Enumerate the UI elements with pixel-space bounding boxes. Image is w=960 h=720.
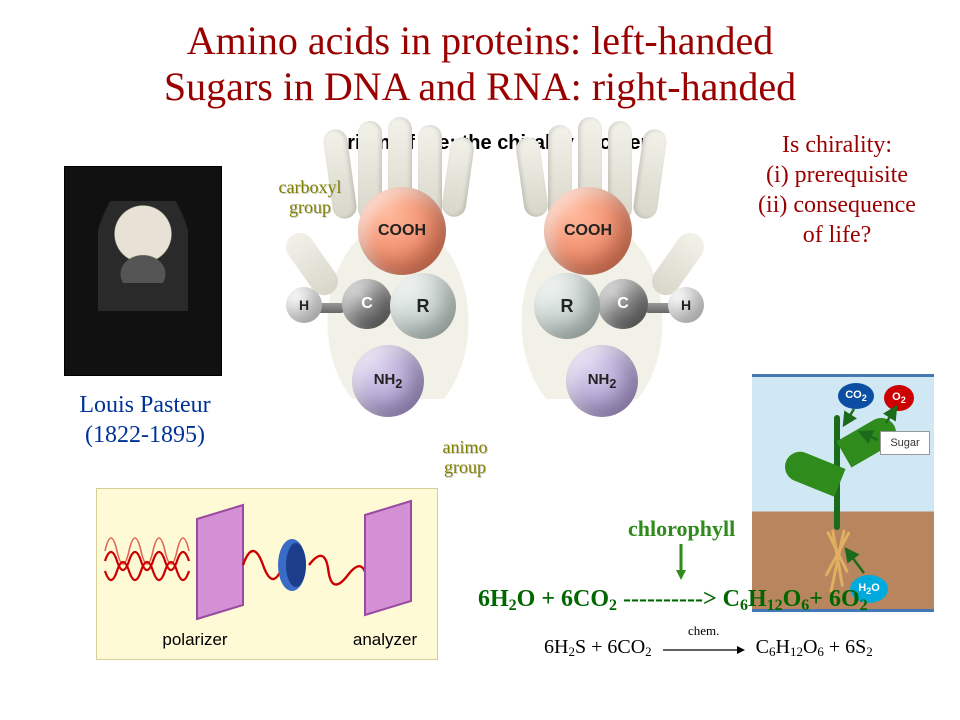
o2-pill: O2 [884, 385, 914, 411]
pasteur-caption: Louis Pasteur (1822-1895) [40, 390, 250, 450]
h-atom: H [286, 287, 322, 323]
pasteur-years: (1822-1895) [85, 422, 205, 448]
chlorophyll-arrow-icon [674, 542, 688, 582]
amino-label: animogroup [430, 438, 500, 478]
cooh-atom: COOH [358, 187, 446, 275]
q-l1: Is chirality: [782, 132, 892, 158]
q-l2: (i) prerequisite [766, 162, 908, 188]
chirality-hands-figure: Origin of life: the chirality problem CO… [280, 132, 710, 399]
chlorophyll-label: chlorophyll [628, 516, 735, 542]
sugar-box: Sugar [880, 431, 930, 455]
chirality-question: Is chirality: (i) prerequisite (ii) cons… [732, 130, 942, 250]
equation-chemosynthesis: 6H2S + 6CO2 chem. C6H12O6 + 6S2 [544, 636, 944, 660]
co2-pill: CO2 [838, 383, 874, 409]
title-line2: Sugars in DNA and RNA: right-handed [164, 64, 796, 109]
r-atom: R [390, 273, 456, 339]
equation-photosynthesis: 6H2O + 6CO2 ----------> C6H12O6+ 6O2 [478, 586, 948, 615]
right-hand: COOH H C R NH2 [502, 159, 682, 399]
q-l4: of life? [803, 222, 872, 248]
pasteur-portrait [64, 166, 222, 376]
analyzer-label: analyzer [353, 630, 418, 649]
photosynthesis-figure: CO2 O2 Sugar H2O [752, 374, 934, 612]
slide-title: Amino acids in proteins: left-handed Sug… [0, 0, 960, 110]
c-atom: C [342, 279, 392, 329]
q-l3: (ii) consequence [758, 192, 916, 218]
polarizer-figure: polarizer analyzer [96, 488, 438, 660]
polarizer-label: polarizer [162, 630, 228, 649]
pasteur-name: Louis Pasteur [79, 392, 210, 418]
arrow-top-label: chem. [663, 623, 745, 639]
nh2-atom: NH2 [352, 345, 424, 417]
carboxyl-label: carboxylgroup [270, 178, 350, 218]
title-line1: Amino acids in proteins: left-handed [187, 18, 774, 63]
